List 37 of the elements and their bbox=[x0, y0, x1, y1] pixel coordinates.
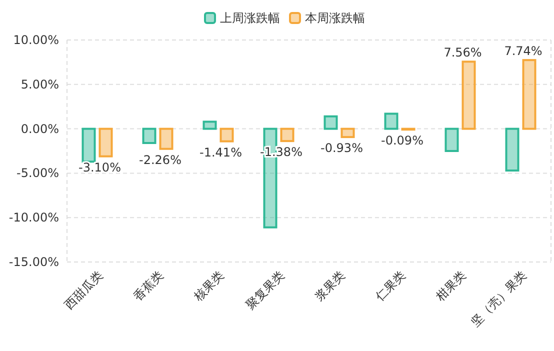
bar bbox=[98, 128, 113, 158]
bar bbox=[324, 115, 338, 130]
data-label: -1.41% bbox=[200, 145, 242, 160]
y-tick-label: -15.00% bbox=[8, 255, 59, 269]
legend-label: 上周涨跌幅 bbox=[220, 11, 280, 25]
y-tick-label: 0.00% bbox=[20, 122, 59, 136]
x-tick-label: 浆果类 bbox=[312, 268, 348, 304]
bar bbox=[202, 120, 217, 130]
bar bbox=[444, 128, 459, 152]
bar bbox=[280, 128, 294, 142]
bar bbox=[505, 128, 520, 172]
data-label: -2.26% bbox=[139, 152, 182, 167]
bar bbox=[384, 112, 398, 130]
data-label: -0.93% bbox=[320, 141, 363, 156]
x-tick-label: 聚复果类 bbox=[243, 268, 287, 312]
data-label: 7.74% bbox=[504, 44, 542, 58]
data-label: -3.10% bbox=[78, 160, 121, 174]
y-tick-label: -5.00% bbox=[16, 166, 59, 180]
bar bbox=[82, 128, 96, 163]
y-tick-label: -10.00% bbox=[8, 210, 59, 225]
data-label: 7.56% bbox=[444, 46, 482, 60]
x-tick-label: 仁果类 bbox=[372, 268, 408, 304]
bar bbox=[220, 128, 234, 142]
y-tick-label: 5.00% bbox=[20, 77, 59, 92]
bar bbox=[340, 128, 355, 138]
legend-label: 本周涨跌幅 bbox=[305, 11, 365, 25]
data-label: -0.09% bbox=[381, 134, 424, 148]
x-tick-label: 香蕉类 bbox=[130, 268, 166, 304]
x-tick-label: 西甜瓜类 bbox=[62, 268, 106, 312]
x-tick-label: 核果类 bbox=[190, 268, 226, 304]
y-tick-label: 10.00% bbox=[13, 33, 59, 47]
bar bbox=[462, 60, 476, 130]
x-tick-label: 坚（壳）果类 bbox=[468, 268, 529, 330]
x-tick-label: 柑果类 bbox=[432, 268, 468, 304]
bar bbox=[142, 128, 156, 144]
bar bbox=[159, 128, 174, 150]
bar bbox=[522, 59, 536, 130]
